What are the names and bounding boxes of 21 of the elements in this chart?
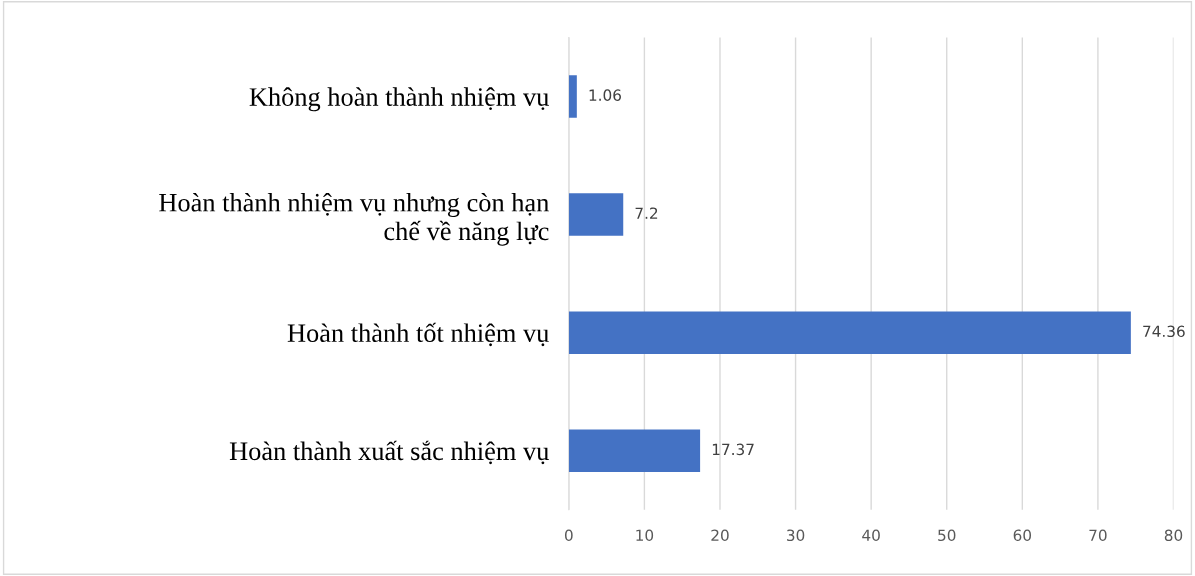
- x-tick-label: 60: [1013, 529, 1032, 542]
- x-tick-label: 80: [1164, 529, 1183, 542]
- y-tick-label: Hoàn thành tốt nhiệm vụ: [287, 322, 549, 347]
- y-tick-label: Hoàn thành nhiệm vụ nhưng còn hạn chế về năng lực: [159, 192, 549, 246]
- x-tick-label: 10: [636, 529, 654, 542]
- x-tick-label: 20: [711, 529, 729, 542]
- x-tick-label: 0: [564, 529, 573, 542]
- x-tick-label: 70: [1089, 529, 1107, 542]
- bar: [568, 75, 577, 118]
- y-tick-label: Hoàn thành xuất sắc nhiệm vụ: [229, 440, 549, 465]
- data-label: 1.06: [589, 89, 621, 101]
- y-tick-label: Không hoàn thành nhiệm vụ: [249, 87, 549, 112]
- x-tick-label: 50: [938, 529, 956, 542]
- data-label: 7.2: [635, 207, 658, 219]
- bar: [568, 311, 1131, 354]
- data-label: 74.36: [1143, 325, 1185, 338]
- x-tick-label: 30: [787, 529, 805, 542]
- bar: [568, 193, 624, 236]
- data-label: 17.37: [712, 443, 754, 456]
- x-tick-label: 40: [862, 529, 880, 542]
- bar: [568, 429, 701, 472]
